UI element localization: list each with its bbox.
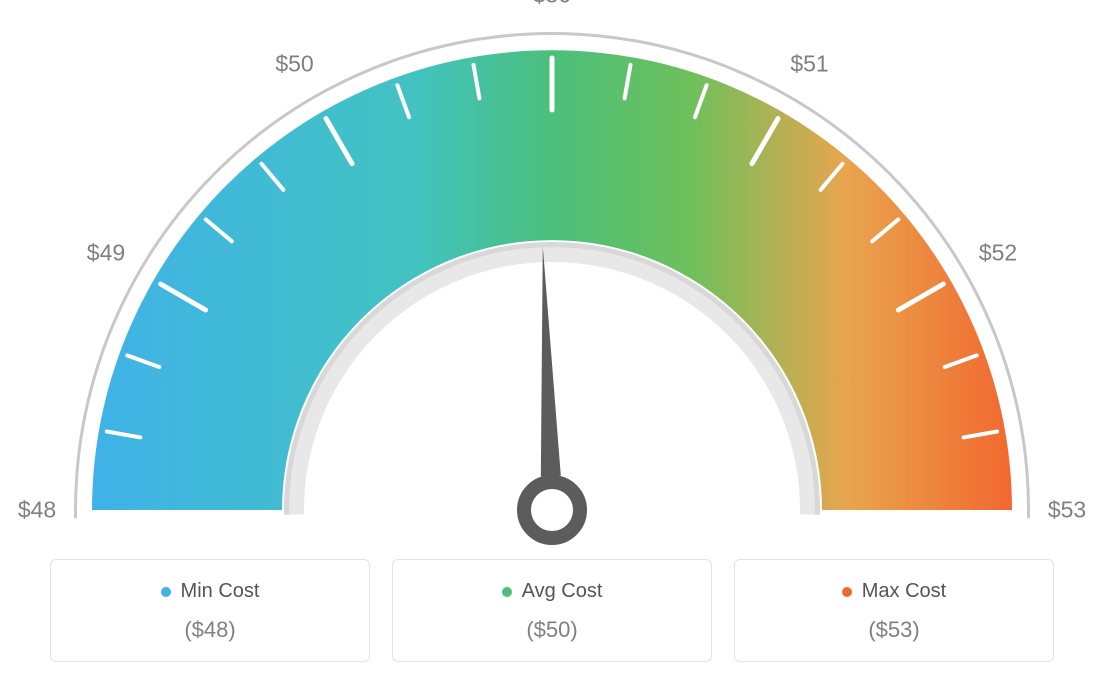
legend-max-dot-icon — [842, 587, 852, 597]
scale-label: $51 — [790, 50, 828, 77]
legend-max-label: Max Cost — [862, 580, 946, 603]
legend-min-label-row: Min Cost — [161, 580, 260, 603]
legend-min: Min Cost ($48) — [50, 559, 370, 662]
legend-avg-value: ($50) — [403, 617, 701, 643]
gauge-area: $48 $49 $50 $50 $51 $52 $53 — [0, 0, 1104, 560]
scale-label: $53 — [1048, 497, 1086, 524]
legend-avg-dot-icon — [502, 587, 512, 597]
legend-max-value: ($53) — [745, 617, 1043, 643]
legend-min-dot-icon — [161, 587, 171, 597]
legend-avg-label: Avg Cost — [522, 580, 603, 603]
legend-avg: Avg Cost ($50) — [392, 559, 712, 662]
legend-min-label: Min Cost — [181, 580, 260, 603]
cost-gauge-chart: $48 $49 $50 $50 $51 $52 $53 Min Cost ($48) Avg… — [0, 0, 1104, 690]
legend-min-value: ($48) — [61, 617, 359, 643]
legend-row: Min Cost ($48) Avg Cost ($50) Max Cost (… — [50, 559, 1054, 662]
gauge-svg — [0, 0, 1104, 560]
legend-max: Max Cost ($53) — [734, 559, 1054, 662]
legend-avg-label-row: Avg Cost — [502, 580, 603, 603]
scale-label: $52 — [979, 239, 1017, 266]
legend-max-label-row: Max Cost — [842, 580, 946, 603]
scale-label: $48 — [18, 497, 56, 524]
scale-label: $49 — [87, 239, 125, 266]
scale-label: $50 — [275, 50, 313, 77]
scale-label: $50 — [533, 0, 571, 9]
